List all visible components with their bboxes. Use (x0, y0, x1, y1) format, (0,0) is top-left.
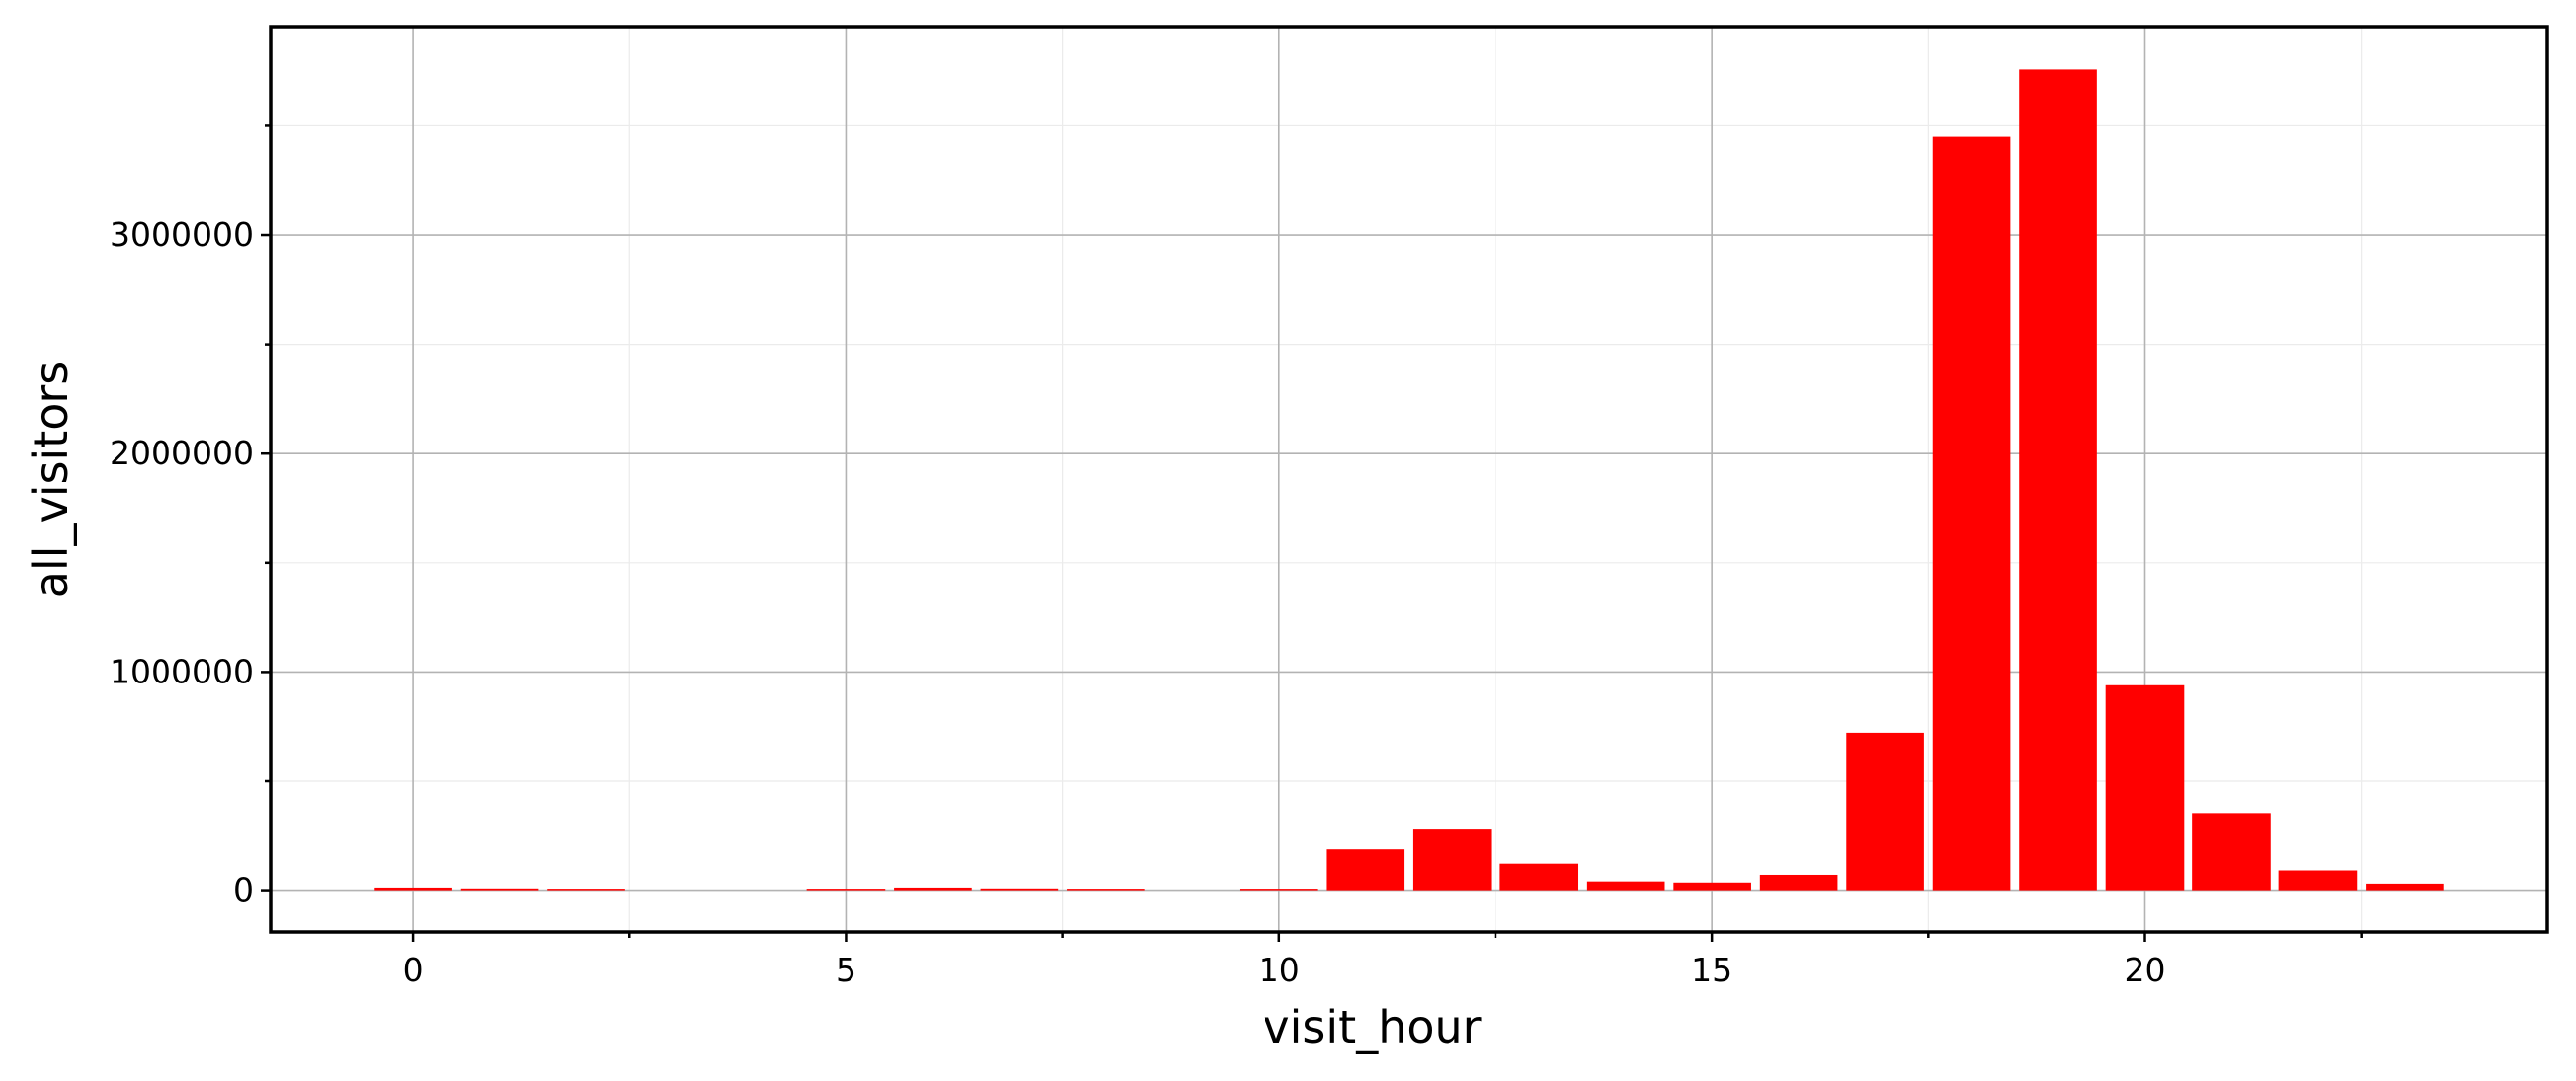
x-tick-label: 20 (2124, 951, 2165, 989)
bar-hour-21 (2192, 813, 2271, 891)
x-axis-label: visit_hour (1263, 1001, 1481, 1054)
bar-hour-7 (980, 888, 1059, 891)
bar-hour-0 (374, 887, 452, 891)
bar-hour-14 (1586, 881, 1665, 891)
bar-hour-22 (2278, 870, 2358, 891)
bar-hour-13 (1499, 863, 1579, 891)
bars (374, 69, 2444, 891)
bar-hour-17 (1846, 732, 1924, 891)
bar-hour-23 (2366, 883, 2444, 891)
y-tick-label: 1000000 (110, 652, 253, 690)
bar-hour-20 (2105, 684, 2185, 891)
axis-ticks: 0 5 10 15 20 0 1000000 2000000 3000000 (110, 124, 2363, 989)
y-tick-label: 2000000 (110, 434, 253, 472)
bar-hour-8 (1067, 889, 1145, 891)
y-tick-label: 0 (233, 871, 253, 910)
x-tick-label: 5 (836, 951, 856, 989)
bar-hour-11 (1326, 849, 1405, 891)
bar-hour-16 (1759, 874, 1838, 891)
bar-hour-2 (547, 889, 625, 891)
x-tick-label: 15 (1691, 951, 1732, 989)
bar-hour-18 (1932, 136, 2011, 891)
bar-hour-1 (460, 888, 539, 891)
bar-hour-15 (1673, 882, 1751, 891)
x-tick-label: 0 (403, 951, 424, 989)
bar-hour-10 (1239, 889, 1318, 891)
y-axis-label: all_visitors (24, 361, 77, 599)
x-tick-label: 10 (1259, 951, 1300, 989)
bar-hour-5 (806, 889, 886, 891)
bar-hour-19 (2019, 69, 2097, 891)
plot-frame (269, 25, 2549, 934)
bar-hour-6 (894, 887, 972, 891)
bar-hour-12 (1412, 829, 1492, 891)
y-tick-label: 3000000 (110, 215, 253, 254)
